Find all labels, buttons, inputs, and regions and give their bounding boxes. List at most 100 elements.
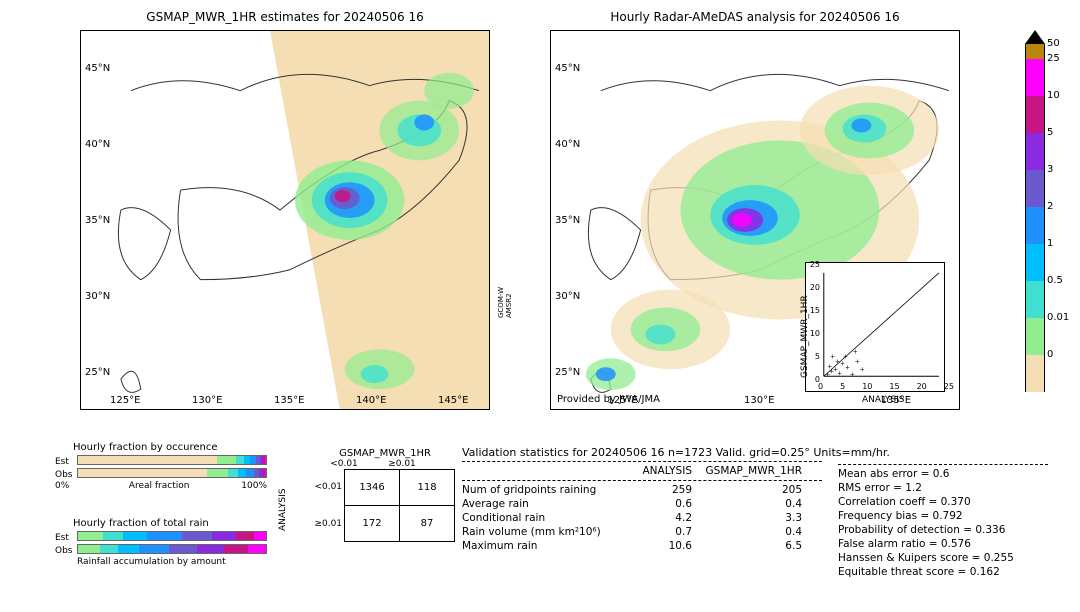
- validation-row-v2: 205: [702, 484, 812, 496]
- bar-segment: [254, 532, 266, 540]
- inset-xtick: 25: [944, 382, 954, 391]
- validation-row-v1: 4.2: [632, 512, 702, 524]
- bar-segment: [265, 456, 266, 464]
- validation-row-name: Maximum rain: [462, 540, 632, 552]
- scatter-inset: [805, 262, 945, 392]
- totalrain-row-obs-label: Obs: [55, 546, 77, 556]
- bar-segment: [265, 469, 266, 477]
- bar-segment: [228, 469, 238, 477]
- totalrain-bars-block: Hourly fraction of total rain Est Obs Ra…: [55, 518, 267, 567]
- metrics-block: Mean abs error = 0.6RMS error = 1.2Corre…: [838, 462, 1048, 579]
- left-map-title: GSMAP_MWR_1HR estimates for 20240506 16: [120, 10, 450, 24]
- lon-tick: 125°E: [607, 395, 637, 406]
- colorbar-segment: [1025, 96, 1045, 133]
- contingency-row-label: ANALYSIS: [278, 489, 351, 531]
- bar-segment: [78, 456, 217, 464]
- colorbar-tick: 25: [1047, 53, 1060, 64]
- colorbar-tick: 3: [1047, 164, 1053, 175]
- bar-segment: [246, 469, 254, 477]
- bar-segment: [169, 545, 197, 553]
- validation-row: Average rain0.60.4: [462, 497, 890, 511]
- metric-row: Mean abs error = 0.6: [838, 467, 1048, 481]
- metric-row: Hanssen & Kuipers score = 0.255: [838, 551, 1048, 565]
- colorbar-tick: 0: [1047, 349, 1053, 360]
- metric-row: Probability of detection = 0.336: [838, 523, 1048, 537]
- bar-segment: [212, 532, 237, 540]
- metric-row: Frequency bias = 0.792: [838, 509, 1048, 523]
- totalrain-title: Hourly fraction of total rain: [73, 518, 267, 529]
- inset-ytick: 10: [806, 329, 820, 338]
- figure-root: GSMAP_MWR_1HR estimates for 20240506 16 …: [0, 0, 1080, 612]
- contingency-table: 1346 118 172 87: [344, 469, 455, 542]
- totalrain-est-bar: [77, 531, 267, 541]
- lat-tick: 45°N: [85, 63, 110, 74]
- colorbar-tick: 0.01: [1047, 312, 1069, 323]
- bar-segment: [238, 469, 246, 477]
- bar-segment: [236, 532, 254, 540]
- validation-row-v1: 0.7: [632, 526, 702, 538]
- colorbar-segment: [1025, 281, 1045, 318]
- validation-row: Num of gridpoints raining259205: [462, 483, 890, 497]
- lon-tick: 125°E: [110, 395, 140, 406]
- metric-row: RMS error = 1.2: [838, 481, 1048, 495]
- occurrence-obs-bar: [77, 468, 267, 478]
- occurrence-xmin: 0%: [55, 481, 77, 491]
- inset-ytick: 25: [806, 260, 820, 269]
- totalrain-obs-bar: [77, 544, 267, 554]
- colorbar-tick: 10: [1047, 90, 1060, 101]
- lon-tick: 140°E: [356, 395, 386, 406]
- inset-xtick: 10: [862, 382, 872, 391]
- validation-col1: GSMAP_MWR_1HR: [702, 465, 812, 477]
- validation-title: Validation statistics for 20240506 16 n=…: [462, 446, 890, 459]
- totalrain-row-est-label: Est: [55, 533, 77, 543]
- validation-col0: ANALYSIS: [632, 465, 702, 477]
- lat-tick: 35°N: [555, 215, 580, 226]
- ct-11: 87: [400, 506, 455, 542]
- inset-ytick: 0: [806, 375, 820, 384]
- colorbar-segment: [1025, 170, 1045, 207]
- totalrain-caption: Rainfall accumulation by amount: [77, 557, 267, 567]
- contingency-col0: <0.01: [315, 459, 373, 469]
- lon-tick: 130°E: [192, 395, 222, 406]
- validation-row: Rain volume (mm km²10⁶)0.70.4: [462, 525, 890, 539]
- bar-segment: [236, 456, 244, 464]
- inset-xlabel: ANALYSIS: [862, 395, 904, 405]
- bar-segment: [197, 545, 225, 553]
- colorbar-tick: 1: [1047, 238, 1053, 249]
- validation-row: Maximum rain10.66.5: [462, 539, 890, 553]
- occurrence-row-est-label: Est: [55, 457, 77, 467]
- bar-segment: [207, 469, 229, 477]
- left-map-panel: 25°N30°N35°N40°N45°N125°E130°E135°E140°E…: [80, 30, 490, 410]
- contingency-col1: ≥0.01: [373, 459, 431, 469]
- inset-xtick: 15: [889, 382, 899, 391]
- colorbar-segment: [1025, 318, 1045, 355]
- left-map-svg: [81, 31, 489, 409]
- inset-yticks: 0 5 10 15 20 25: [806, 260, 820, 384]
- bar-segment: [139, 545, 169, 553]
- ct-00: 1346: [345, 470, 400, 506]
- ct-10: 172: [345, 506, 400, 542]
- inset-ytick: 5: [806, 352, 820, 361]
- colorbar-segments: [1025, 44, 1045, 392]
- lon-tick: 145°E: [438, 395, 468, 406]
- occurrence-title: Hourly fraction by occurence: [73, 442, 267, 453]
- bar-segment: [103, 532, 123, 540]
- validation-row-name: Num of gridpoints raining: [462, 484, 632, 496]
- inset-svg: [806, 263, 944, 391]
- inset-ytick: 20: [806, 283, 820, 292]
- bar-segment: [224, 545, 248, 553]
- contingency-block: GSMAP_MWR_1HR <0.01 ≥0.01 ANALYSIS <0.01…: [270, 448, 455, 542]
- colorbar-tick: 0.5: [1047, 275, 1063, 286]
- inset-ytick: 15: [806, 306, 820, 315]
- colorbar-segment: [1025, 133, 1045, 170]
- colorbar-top-arrow: [1025, 30, 1045, 44]
- left-map-sensor-label: GCOM-W AMSR2: [497, 287, 513, 318]
- colorbar-tick: 50: [1047, 38, 1060, 49]
- bar-segment: [123, 532, 148, 540]
- validation-row-v1: 259: [632, 484, 702, 496]
- validation-row-v2: 0.4: [702, 526, 812, 538]
- inset-xticks: 0510152025: [818, 382, 954, 391]
- bar-segment: [217, 456, 237, 464]
- bar-segment: [78, 469, 207, 477]
- metric-row: False alarm ratio = 0.576: [838, 537, 1048, 551]
